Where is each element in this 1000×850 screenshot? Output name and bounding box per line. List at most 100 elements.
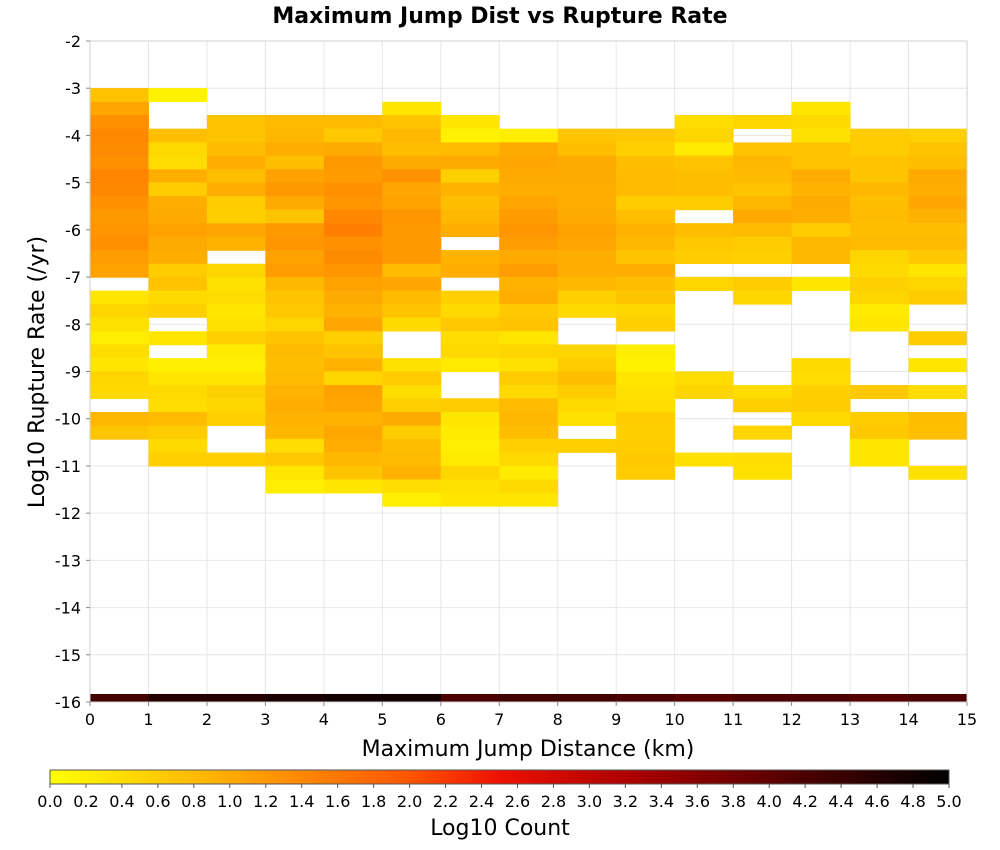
heatmap-cell: [850, 452, 910, 467]
y-tick-label: -5: [65, 174, 81, 193]
heatmap-cell: [557, 250, 617, 265]
heatmap-cell: [382, 411, 442, 426]
heatmap-cell: [323, 114, 383, 129]
heatmap-cell: [499, 250, 559, 265]
heatmap-cell: [850, 223, 910, 238]
x-tick-label: 10: [664, 710, 684, 729]
heatmap-cell: [557, 263, 617, 278]
heatmap-cell: [791, 196, 851, 211]
heatmap-cells: [90, 88, 968, 702]
heatmap-cell: [850, 411, 910, 426]
heatmap-cell: [616, 398, 676, 413]
heatmap-cell: [499, 371, 559, 386]
heatmap-cell: [674, 128, 734, 143]
heatmap-cell: [206, 209, 266, 224]
heatmap-cell: [323, 263, 383, 278]
heatmap-cell: [382, 398, 442, 413]
heatmap-cell: [382, 276, 442, 291]
heatmap-cell: [908, 425, 968, 440]
y-tick-label: -14: [55, 599, 81, 618]
heatmap-cell: [850, 385, 910, 400]
heatmap-cell: [908, 263, 968, 278]
heatmap-cell: [382, 142, 442, 157]
heatmap-cell: [206, 411, 266, 426]
heatmap-cell: [908, 128, 968, 143]
colorbar-tick-label: 2.8: [541, 792, 566, 811]
heatmap-cell: [499, 465, 559, 480]
heatmap-cell: [733, 142, 793, 157]
heatmap-cell: [206, 114, 266, 129]
heatmap-cell: [440, 411, 500, 426]
heatmap-cell: [265, 290, 325, 305]
heatmap-cell: [148, 331, 208, 346]
heatmap-cell-bottom: [616, 693, 676, 702]
heatmap-cell: [499, 155, 559, 170]
heatmap-cell: [791, 411, 851, 426]
heatmap-cell: [90, 317, 149, 332]
heatmap-cell: [733, 196, 793, 211]
colorbar-tick-label: 3.0: [577, 792, 602, 811]
heatmap-cell: [440, 263, 500, 278]
heatmap-cell: [733, 114, 793, 129]
heatmap-cell: [206, 128, 266, 143]
heatmap-cell: [499, 142, 559, 157]
heatmap-cell: [90, 223, 149, 238]
heatmap-cell: [557, 358, 617, 373]
heatmap-cell: [265, 155, 325, 170]
heatmap-cell: [382, 182, 442, 197]
heatmap-cell: [90, 209, 149, 224]
heatmap-cell: [499, 425, 559, 440]
heatmap-cell: [674, 385, 734, 400]
heatmap-cell: [791, 236, 851, 251]
heatmap-cell: [616, 263, 676, 278]
colorbar-tick-label: 2.4: [469, 792, 494, 811]
colorbar-tick-label: 0.8: [181, 792, 206, 811]
heatmap-cell: [440, 209, 500, 224]
heatmap-cell: [323, 276, 383, 291]
heatmap-cell: [499, 290, 559, 305]
heatmap-cell: [499, 385, 559, 400]
heatmap-cell: [791, 250, 851, 265]
heatmap-cell: [674, 223, 734, 238]
heatmap-cell: [850, 317, 910, 332]
heatmap-cell: [850, 182, 910, 197]
heatmap-cell: [265, 128, 325, 143]
heatmap-cell: [557, 385, 617, 400]
heatmap-cell: [90, 250, 149, 265]
heatmap-cell: [791, 101, 851, 116]
heatmap-cell: [908, 155, 968, 170]
heatmap-cell: [791, 371, 851, 386]
heatmap-cell: [616, 290, 676, 305]
heatmap-cell: [908, 290, 968, 305]
heatmap-cell: [616, 209, 676, 224]
y-tick-label: -11: [55, 457, 81, 476]
heatmap-cell: [265, 411, 325, 426]
heatmap-cell: [557, 209, 617, 224]
x-tick-label: 14: [898, 710, 918, 729]
heatmap-cell: [206, 263, 266, 278]
heatmap-cell: [440, 317, 500, 332]
heatmap-cell: [557, 344, 617, 359]
heatmap-cell: [733, 452, 793, 467]
heatmap-cell: [323, 155, 383, 170]
heatmap-cell: [323, 371, 383, 386]
heatmap-cell: [90, 371, 149, 386]
heatmap-cell: [733, 425, 793, 440]
heatmap-cell: [265, 438, 325, 453]
heatmap-cell: [557, 438, 617, 453]
heatmap-cell: [908, 196, 968, 211]
heatmap-cell: [148, 88, 208, 103]
heatmap-cell: [850, 209, 910, 224]
heatmap-cell: [148, 223, 208, 238]
heatmap-cell: [323, 358, 383, 373]
heatmap-cell: [265, 398, 325, 413]
colorbar-tick-label: 1.8: [361, 792, 386, 811]
x-tick-label: 0: [85, 710, 95, 729]
heatmap-cell: [323, 425, 383, 440]
y-tick-label: -6: [65, 221, 81, 240]
heatmap-cell: [440, 250, 500, 265]
heatmap-cell: [148, 196, 208, 211]
heatmap-cell: [791, 182, 851, 197]
heatmap-cell: [557, 223, 617, 238]
heatmap-cell: [265, 425, 325, 440]
